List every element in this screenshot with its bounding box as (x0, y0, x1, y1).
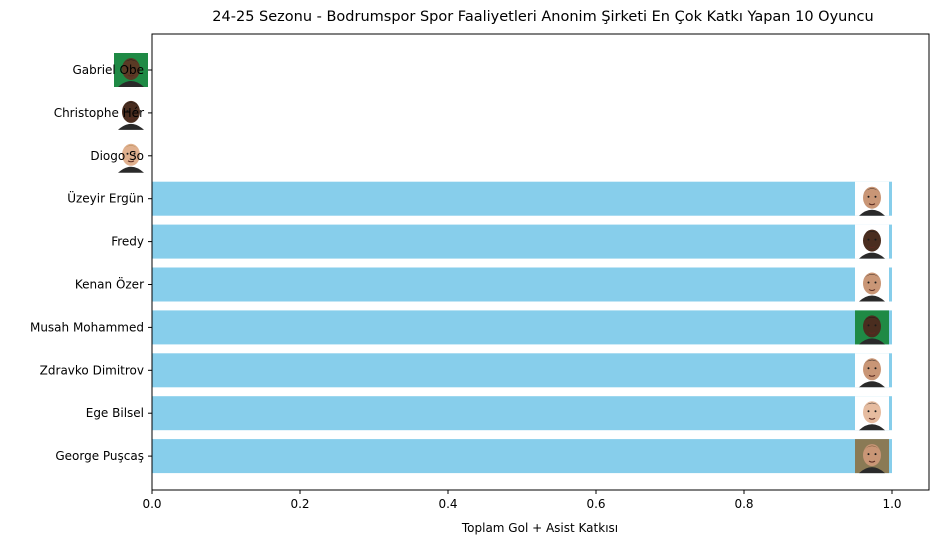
player-photo-icon (855, 181, 889, 216)
bar (152, 267, 892, 302)
y-tick-label: Üzeyir Ergün (67, 190, 144, 206)
player-photo-icon (855, 310, 889, 345)
bars-group (152, 181, 892, 474)
x-axis-label: Toplam Gol + Asist Katkısı (461, 521, 618, 535)
x-tick-label: 0.6 (586, 497, 605, 511)
chart-title: 24-25 Sezonu - Bodrumspor Spor Faaliyetl… (212, 9, 873, 25)
x-axis: 0.0 0.2 0.4 0.6 0.8 1.0 (142, 490, 902, 511)
bar (152, 181, 892, 216)
y-tick-label: Ege Bilsel (86, 406, 144, 420)
y-tick-label: Musah Mohammed (30, 320, 144, 334)
player-photo-icon (114, 95, 148, 130)
bar (152, 310, 892, 345)
x-tick-label: 0.0 (142, 497, 161, 511)
y-tick-label: Kenan Özer (75, 276, 144, 292)
y-axis: Gabriel Obe Christophe Hér Diogo So Üzeyir … (30, 63, 152, 463)
y-tick-label: Diogo So (90, 149, 144, 163)
x-tick-label: 0.8 (734, 497, 753, 511)
bar (152, 353, 892, 388)
player-photo-icon (114, 138, 148, 173)
player-photo-icon (855, 353, 889, 388)
x-tick-label: 1.0 (882, 497, 901, 511)
player-photo-icon (855, 396, 889, 431)
y-tick-label: Gabriel Obe (72, 63, 144, 77)
bar (152, 439, 892, 474)
y-tick-label: Fredy (111, 235, 144, 249)
x-tick-label: 0.2 (290, 497, 309, 511)
x-tick-label: 0.4 (438, 497, 457, 511)
player-photo-icon (855, 267, 889, 302)
y-tick-label: Christophe Hér (54, 106, 144, 120)
y-tick-label: Zdravko Dimitrov (40, 363, 144, 377)
player-photo-icon (855, 439, 889, 474)
y-tick-label: George Puşcaş (55, 449, 144, 463)
bar (152, 396, 892, 431)
player-photo-icon (855, 224, 889, 259)
photos-group (114, 53, 889, 474)
bar (152, 224, 892, 259)
plot-frame (151, 33, 930, 491)
player-photo-icon (114, 53, 148, 87)
